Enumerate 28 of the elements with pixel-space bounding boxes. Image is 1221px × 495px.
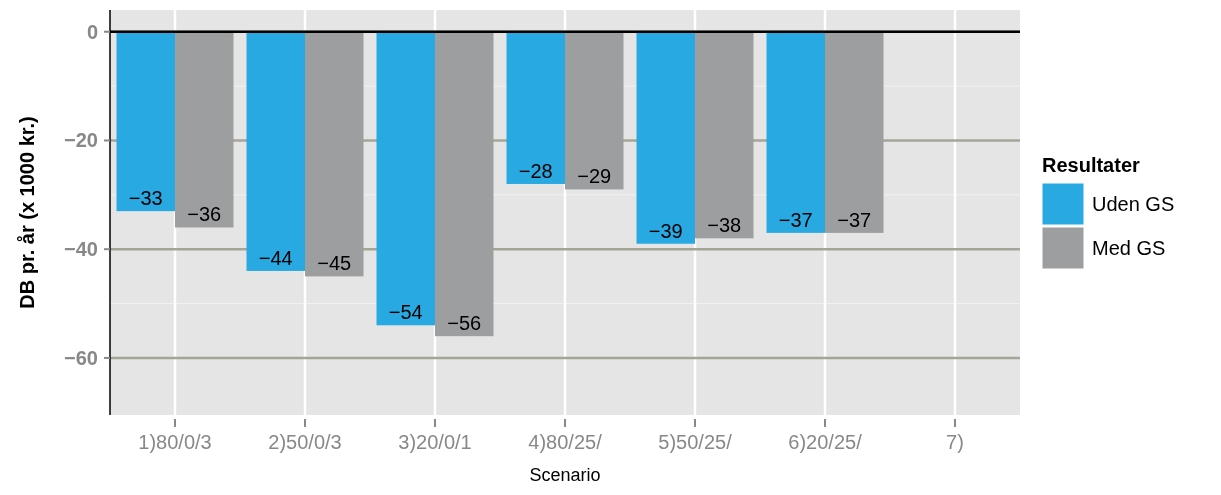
data-label: −37 xyxy=(837,208,872,231)
x-tick-label: 2)50/0/3 xyxy=(268,431,342,453)
data-label: −33 xyxy=(128,187,163,210)
data-label: −44 xyxy=(258,246,293,269)
data-label: −28 xyxy=(518,159,553,182)
data-label: −38 xyxy=(707,214,742,237)
data-label: −39 xyxy=(648,219,683,242)
data-label: −56 xyxy=(447,312,482,335)
x-tick-label: 6)20/25/ xyxy=(788,431,863,453)
x-tick-label: 1)80/0/3 xyxy=(138,431,212,453)
legend-title: Resultater xyxy=(1042,154,1141,176)
y-tick-label: −40 xyxy=(64,238,98,261)
data-label: −29 xyxy=(577,165,612,188)
data-label: −45 xyxy=(317,252,352,275)
legend-label: Med GS xyxy=(1092,237,1166,259)
data-label: −54 xyxy=(388,301,423,324)
y-tick-label: −60 xyxy=(64,346,98,369)
y-tick-label: −20 xyxy=(64,129,98,152)
x-tick-label: 5)50/25/ xyxy=(658,431,733,453)
x-tick-label: 4)80/25/ xyxy=(528,431,603,453)
x-tick-label: 3)20/0/1 xyxy=(398,431,472,453)
data-label: −37 xyxy=(778,208,813,231)
x-axis-title: Scenario xyxy=(529,465,601,485)
x-tick-label: 7) xyxy=(946,431,964,453)
data-label: −36 xyxy=(187,203,222,226)
y-tick-label: 0 xyxy=(86,20,98,43)
y-axis-title: DB pr. år (x 1000 kr.) xyxy=(16,116,38,309)
legend-label: Uden GS xyxy=(1092,193,1175,215)
